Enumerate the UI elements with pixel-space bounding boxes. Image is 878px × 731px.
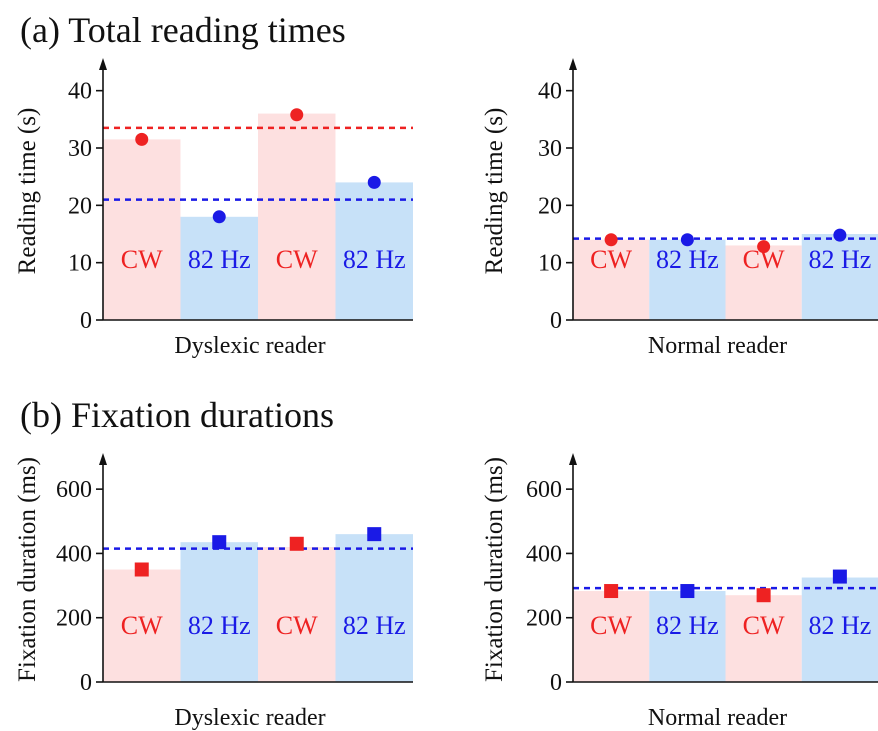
y-axis-label: Fixation duration (ms) [14, 457, 41, 682]
y-axis-arrow [569, 58, 577, 70]
y-tick-label: 20 [538, 193, 562, 219]
data-point-4 [367, 175, 381, 189]
y-tick-label: 40 [68, 79, 92, 105]
category-label-2: 82 Hz [188, 245, 251, 274]
data-point-1 [604, 233, 618, 247]
category-label-4: 82 Hz [808, 245, 871, 274]
bar-cw-1 [103, 139, 181, 320]
bar-cw-1 [103, 569, 181, 682]
bar-cw-3 [258, 113, 336, 320]
x-axis-label: Normal reader [648, 333, 787, 359]
y-tick-label: 200 [56, 606, 92, 632]
data-point-2 [680, 584, 695, 599]
y-tick-label: 0 [80, 670, 92, 696]
category-label-2: 82 Hz [656, 611, 719, 640]
y-axis-arrow [99, 58, 107, 70]
data-point-2 [680, 233, 694, 247]
chart-panel-3: CW 82 Hz CW 82 Hz 0 200 400 600 Fixation duratio… [14, 453, 413, 731]
y-axis-label: Fixation duration (ms) [481, 457, 508, 682]
data-point-1 [604, 584, 619, 599]
x-axis-label: Dyslexic reader [174, 333, 325, 359]
y-tick-label: 0 [550, 670, 562, 696]
bar-cw-1 [573, 591, 650, 682]
bar-cw-3 [725, 595, 802, 682]
category-label-4: 82 Hz [343, 245, 406, 274]
data-point-3 [757, 240, 771, 254]
bar-82hz-4 [335, 182, 413, 320]
bar-82hz-2 [649, 591, 726, 682]
data-point-3 [290, 108, 304, 122]
y-tick-label: 0 [550, 308, 562, 334]
y-tick-label: 30 [538, 136, 562, 162]
bar-cw-1 [573, 239, 650, 320]
bar-82hz-4 [801, 577, 878, 682]
category-label-1: CW [121, 611, 163, 640]
bar-82hz-2 [180, 216, 258, 320]
category-label-4: 82 Hz [808, 611, 871, 640]
chart-panel-1: CW 82 Hz CW 82 Hz 0 10 20 30 40 Reading time (s) D… [14, 58, 413, 359]
chart-panel-4: CW 82 Hz CW 82 Hz 0 200 400 600 Fixation duratio… [481, 453, 878, 731]
y-axis-arrow [99, 453, 107, 465]
y-tick-label: 400 [526, 541, 562, 567]
category-label-1: CW [590, 611, 632, 640]
y-axis-arrow [569, 453, 577, 465]
data-point-2 [212, 535, 227, 550]
bar-82hz-2 [180, 542, 258, 682]
y-tick-label: 200 [526, 606, 562, 632]
category-label-4: 82 Hz [343, 611, 406, 640]
y-tick-label: 10 [68, 251, 92, 277]
y-axis-label: Reading time (s) [14, 108, 41, 275]
category-label-1: CW [121, 245, 163, 274]
data-point-4 [833, 228, 847, 242]
bar-cw-3 [725, 245, 802, 320]
category-label-1: CW [590, 245, 632, 274]
y-tick-label: 600 [56, 477, 92, 503]
category-label-3: CW [276, 245, 318, 274]
bar-82hz-4 [335, 534, 413, 682]
x-axis-label: Normal reader [648, 705, 787, 731]
y-tick-label: 600 [526, 477, 562, 503]
category-label-2: 82 Hz [188, 611, 251, 640]
data-point-1 [134, 562, 149, 577]
y-tick-label: 20 [68, 193, 92, 219]
data-point-3 [289, 536, 304, 551]
section-a-title: (a) Total reading times [20, 10, 346, 50]
y-tick-label: 400 [56, 541, 92, 567]
bar-82hz-2 [649, 239, 726, 320]
y-tick-label: 40 [538, 79, 562, 105]
data-point-4 [367, 527, 382, 542]
data-point-1 [135, 132, 149, 146]
category-label-3: CW [743, 611, 785, 640]
category-label-2: 82 Hz [656, 245, 719, 274]
data-point-3 [756, 588, 771, 603]
y-tick-label: 0 [80, 308, 92, 334]
y-tick-label: 10 [538, 251, 562, 277]
data-point-4 [832, 569, 847, 584]
category-label-3: CW [276, 611, 318, 640]
y-axis-label: Reading time (s) [481, 108, 508, 275]
x-axis-label: Dyslexic reader [174, 705, 325, 731]
bar-82hz-4 [801, 234, 878, 320]
bar-cw-3 [258, 547, 336, 682]
section-b-title: (b) Fixation durations [20, 395, 334, 435]
data-point-2 [212, 210, 226, 224]
y-tick-label: 30 [68, 136, 92, 162]
